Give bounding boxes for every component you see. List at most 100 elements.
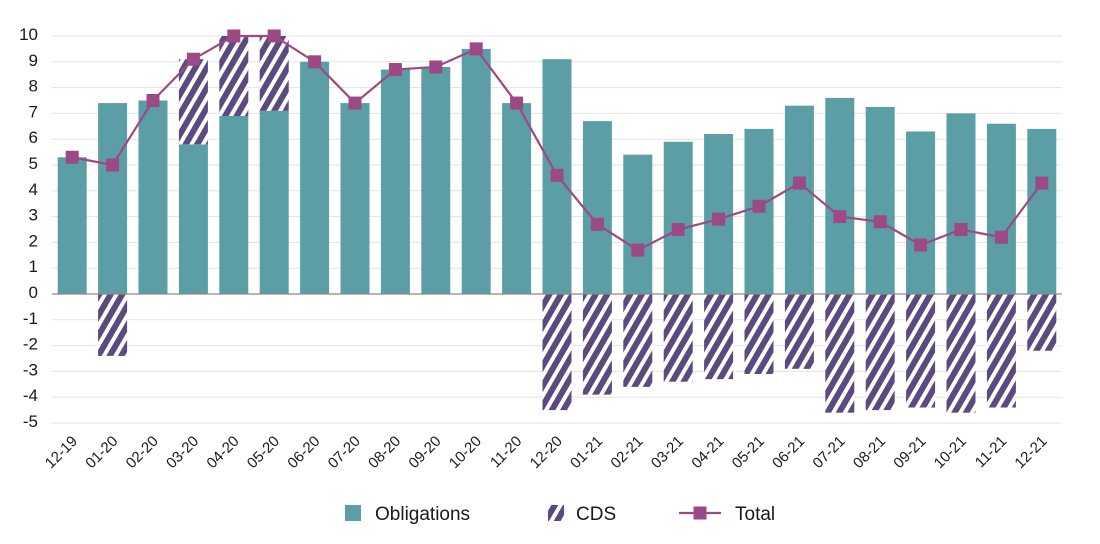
total-point	[631, 243, 645, 257]
total-point	[469, 42, 483, 56]
x-tick-label: 03-21	[648, 433, 687, 472]
obligations-bar	[219, 115, 249, 294]
total-point	[590, 217, 604, 231]
total-point	[106, 158, 120, 172]
legend: Obligations CDS Total	[345, 504, 775, 525]
x-tick-label: 04-21	[688, 433, 727, 472]
total-point	[833, 210, 847, 224]
x-tick-label: 11-20	[487, 433, 525, 471]
total-point	[429, 60, 443, 74]
obligations-bar	[98, 103, 128, 294]
x-tick-label: 04-20	[203, 433, 242, 472]
obligations-bar	[784, 105, 814, 294]
y-tick-label: 3	[29, 206, 38, 225]
obligations-bar	[825, 97, 855, 294]
cds-bar	[1027, 294, 1057, 351]
total-point	[267, 29, 281, 43]
legend-cds-swatch	[548, 505, 564, 521]
y-tick-label: -5	[23, 412, 38, 431]
total-point	[1035, 176, 1049, 190]
x-tick-label: 09-20	[405, 433, 444, 472]
cds-bar	[623, 294, 653, 387]
cds-bar	[986, 294, 1016, 408]
x-tick-label: 12-21	[1011, 433, 1050, 472]
x-tick-label: 07-21	[809, 433, 848, 472]
legend-obligations-swatch	[345, 505, 361, 521]
total-point	[227, 29, 241, 43]
y-tick-label: 4	[29, 180, 38, 199]
x-tick-label: 01-21	[567, 433, 606, 472]
total-point	[510, 96, 524, 110]
obligations-bar	[300, 61, 330, 294]
obligations-bar	[259, 110, 289, 294]
total-point	[873, 215, 887, 229]
x-tick-label: 01-20	[82, 433, 121, 472]
x-tick-label: 09-21	[890, 433, 929, 472]
total-point	[146, 94, 160, 107]
obligations-bar	[865, 106, 895, 294]
x-tick-label: 06-20	[284, 433, 323, 472]
obligations-bar	[138, 100, 168, 294]
y-tick-label: -1	[23, 309, 38, 328]
legend-cds-label: CDS	[576, 504, 616, 525]
x-tick-label: 07-20	[325, 433, 364, 472]
cds-bar	[906, 294, 936, 408]
y-tick-label: 1	[29, 257, 38, 276]
x-tick-label: 03-20	[163, 433, 202, 472]
y-tick-label: 0	[29, 283, 38, 302]
total-point	[348, 96, 362, 110]
x-tick-label: 12-20	[527, 433, 566, 472]
cds-bar	[744, 294, 774, 374]
obligations-bar	[663, 141, 693, 294]
cds-bar	[259, 36, 289, 111]
obligations-bar	[986, 123, 1016, 294]
x-tick-label: 11-21	[972, 433, 1010, 471]
total-point	[994, 230, 1008, 244]
total-point	[388, 63, 402, 77]
x-tick-label: 02-20	[123, 433, 162, 472]
cds-bar	[946, 294, 976, 413]
cds-bar	[542, 294, 572, 411]
cds-bar	[98, 294, 128, 356]
legend-total-marker	[693, 506, 707, 520]
y-tick-label: 10	[19, 25, 38, 44]
obligations-bar	[906, 131, 936, 294]
total-line	[65, 29, 1049, 257]
y-tick-label: 6	[29, 128, 38, 147]
total-point	[954, 223, 968, 236]
obligations-bar	[421, 66, 451, 295]
total-point	[752, 199, 766, 213]
y-tick-label: 9	[29, 51, 38, 70]
cds-bar	[582, 294, 612, 395]
y-tick-label: 7	[29, 102, 38, 121]
x-tick-label: 12-19	[42, 433, 81, 472]
obligations-bar	[380, 69, 410, 294]
y-tick-label: 2	[29, 231, 38, 250]
x-tick-label: 05-20	[244, 433, 283, 472]
cds-bar	[178, 59, 208, 145]
x-tick-label: 08-20	[365, 433, 404, 472]
total-point	[186, 52, 200, 66]
cds-bar	[865, 294, 895, 411]
obligations-bar	[461, 48, 491, 295]
total-point	[914, 238, 928, 252]
total-point	[712, 212, 726, 226]
cds-bar	[704, 294, 734, 380]
y-tick-label: 8	[29, 77, 38, 96]
legend-total-label: Total	[735, 504, 775, 525]
x-tick-label: 05-21	[729, 433, 768, 472]
cds-bar	[784, 294, 814, 369]
obligations-bar	[57, 157, 87, 294]
total-point	[65, 150, 79, 164]
x-tick-label: 08-21	[850, 433, 889, 472]
obligations-bar	[946, 113, 976, 295]
bars	[57, 36, 1057, 413]
legend-obligations-label: Obligations	[375, 504, 470, 525]
total-point	[308, 55, 322, 69]
x-tick-label: 10-21	[931, 433, 970, 472]
obligations-bar	[178, 144, 208, 294]
y-tick-label: -4	[23, 386, 38, 405]
cds-bar	[219, 36, 249, 116]
